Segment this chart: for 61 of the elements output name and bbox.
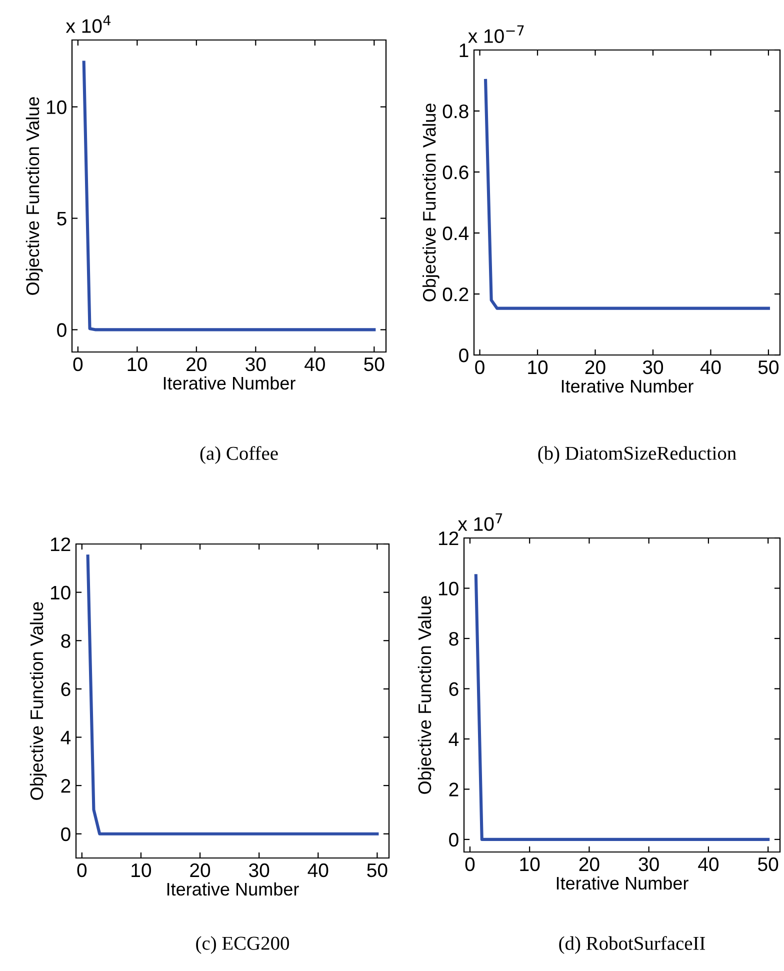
x-tick-label: 40	[304, 357, 325, 372]
y-tick-label: 2	[449, 782, 458, 796]
x-tick-label: 20	[579, 857, 600, 872]
y-axis-title: Objective Function Value	[418, 596, 435, 794]
text: (d) RobotSurfaceII	[559, 936, 706, 954]
x-axis-title: Iterative Number	[167, 882, 299, 896]
y-tick-label: 1	[460, 44, 468, 58]
y-tick-label: 4	[448, 732, 459, 746]
y-tick-label: 0	[449, 832, 458, 847]
x-tick-label: 30	[249, 863, 270, 878]
y-axis-title: Objective Function Value	[422, 104, 440, 302]
x-tick-label: 20	[190, 863, 210, 878]
text: (b) DiatomSizeReduction	[538, 446, 736, 464]
y-tick-label: 8	[449, 632, 458, 646]
x-tick-label: 50	[364, 357, 384, 372]
x-tick-label: 40	[308, 863, 328, 878]
y-tick-label: 4	[60, 730, 71, 744]
text: x 10$^{−7}$	[468, 25, 524, 43]
x-tick-label: 50	[758, 857, 778, 872]
y-tick-label: 12	[50, 537, 70, 552]
y-tick-label: 10	[438, 582, 458, 596]
y-tick-label: 12	[438, 531, 458, 546]
x-tick-label: 30	[638, 857, 659, 872]
y-tick-label: 0	[459, 348, 468, 362]
x-tick-label: 20	[585, 360, 606, 374]
y-tick-label: 2	[61, 779, 70, 793]
x-axis-title: Iterative Number	[562, 379, 694, 393]
x-tick-label: 50	[367, 863, 388, 878]
x-tick-label: 40	[698, 857, 719, 872]
y-axis-title: Objective Function Value	[26, 97, 43, 295]
x-tick-label: 0	[475, 360, 484, 374]
y-tick-label: 0.8	[442, 104, 468, 118]
y-tick-label: 0	[57, 323, 66, 337]
x-tick-label: 40	[700, 360, 721, 374]
x-tick-label: 20	[186, 357, 206, 372]
y-tick-label: 6	[449, 682, 458, 696]
y-tick-label: 0	[61, 827, 70, 842]
text: x 10$^{4}$	[66, 15, 111, 33]
text: x 10$^{7}$	[458, 513, 502, 531]
x-tick-label: 0	[77, 863, 87, 878]
text: (c) ECG200	[196, 936, 290, 954]
y-tick-label: 10	[46, 100, 66, 114]
y-tick-label: 0.2	[442, 287, 468, 302]
x-tick-label: 10	[128, 357, 148, 372]
y-tick-label: 5	[57, 212, 66, 226]
x-axis-title: Iterative Number	[556, 876, 688, 890]
x-tick-label: 30	[642, 360, 664, 374]
text: (a) Coffee	[200, 446, 278, 464]
x-tick-label: 30	[246, 357, 266, 372]
x-tick-label: 10	[528, 360, 548, 374]
y-tick-label: 8	[61, 634, 70, 648]
y-axis-title: Objective Function Value	[30, 602, 47, 800]
y-tick-label: 6	[61, 682, 70, 696]
x-tick-label: 10	[520, 857, 540, 872]
y-tick-label: 0.4	[442, 226, 469, 240]
x-tick-label: 0	[73, 357, 83, 372]
x-tick-label: 50	[758, 360, 779, 374]
x-tick-label: 10	[132, 863, 152, 878]
y-tick-label: 0.6	[442, 165, 468, 180]
x-axis-title: Iterative Number	[164, 376, 296, 390]
y-tick-label: 10	[50, 586, 70, 600]
